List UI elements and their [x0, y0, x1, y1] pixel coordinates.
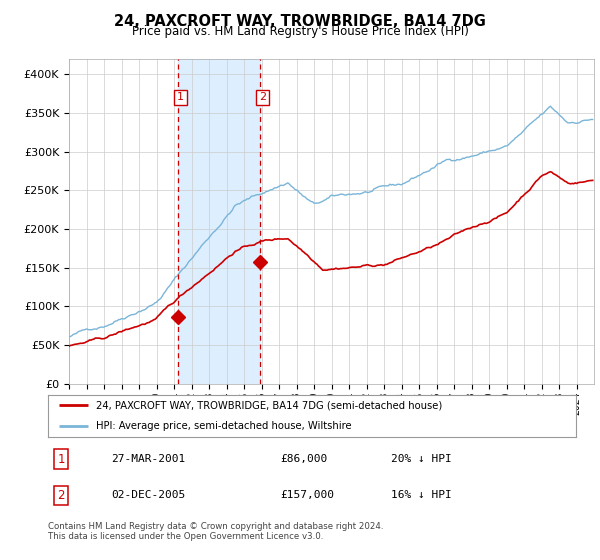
Bar — [178, 59, 260, 384]
Text: 24, PAXCROFT WAY, TROWBRIDGE, BA14 7DG: 24, PAXCROFT WAY, TROWBRIDGE, BA14 7DG — [114, 14, 486, 29]
Text: 2: 2 — [259, 92, 266, 102]
Text: 20% ↓ HPI: 20% ↓ HPI — [391, 454, 452, 464]
Text: 2: 2 — [58, 489, 65, 502]
Text: £86,000: £86,000 — [280, 454, 328, 464]
Text: 16% ↓ HPI: 16% ↓ HPI — [391, 491, 452, 500]
Text: 27-MAR-2001: 27-MAR-2001 — [112, 454, 185, 464]
Text: 02-DEC-2005: 02-DEC-2005 — [112, 491, 185, 500]
Text: 24, PAXCROFT WAY, TROWBRIDGE, BA14 7DG (semi-detached house): 24, PAXCROFT WAY, TROWBRIDGE, BA14 7DG (… — [95, 400, 442, 410]
Text: 1: 1 — [177, 92, 184, 102]
Text: 1: 1 — [58, 452, 65, 465]
Text: Price paid vs. HM Land Registry's House Price Index (HPI): Price paid vs. HM Land Registry's House … — [131, 25, 469, 38]
Text: Contains HM Land Registry data © Crown copyright and database right 2024.
This d: Contains HM Land Registry data © Crown c… — [48, 522, 383, 542]
Text: £157,000: £157,000 — [280, 491, 334, 500]
Text: HPI: Average price, semi-detached house, Wiltshire: HPI: Average price, semi-detached house,… — [95, 421, 351, 431]
